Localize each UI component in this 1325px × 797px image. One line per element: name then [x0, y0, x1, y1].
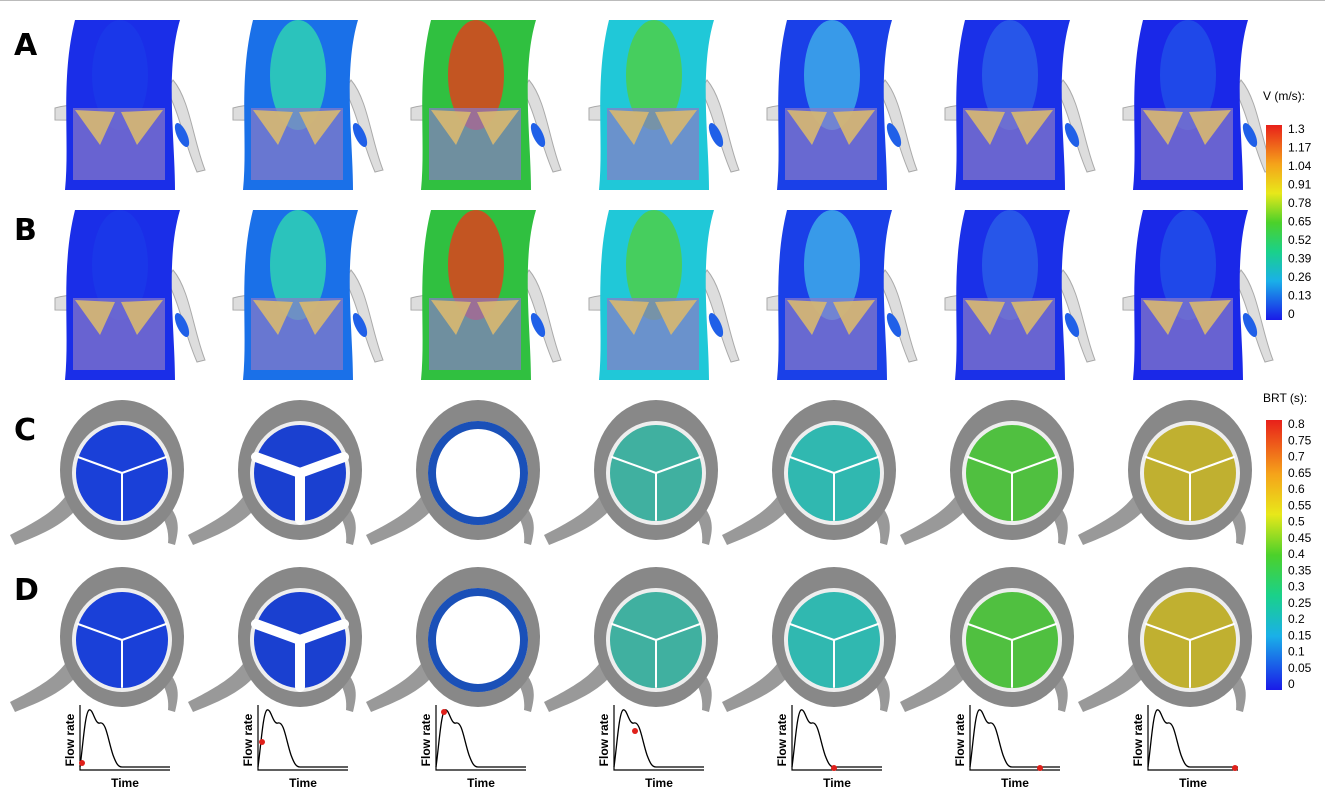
legend-tick: 0: [1288, 307, 1295, 321]
y-label: Flow rate: [775, 713, 789, 766]
legend-tick: 0.5: [1288, 515, 1305, 529]
legend-tick: 0.3: [1288, 580, 1305, 594]
legend-title: V (m/s):: [1263, 89, 1305, 103]
legend-tick: 0.1: [1288, 645, 1305, 659]
legend-tick: 0.2: [1288, 612, 1305, 626]
time-point: [1232, 765, 1238, 771]
y-label: Flow rate: [597, 713, 611, 766]
time-point: [1037, 765, 1043, 771]
x-label: Time: [111, 776, 139, 790]
legend-tick: 0.13: [1288, 289, 1312, 303]
x-label: Time: [289, 776, 317, 790]
time-point: [632, 728, 638, 734]
legend-tick: 0.15: [1288, 628, 1312, 642]
legend-tick: 0.39: [1288, 252, 1312, 266]
time-point: [831, 765, 837, 771]
y-label: Flow rate: [241, 713, 255, 766]
y-label: Flow rate: [63, 713, 77, 766]
legend-tick: 0.52: [1288, 233, 1312, 247]
x-label: Time: [823, 776, 851, 790]
legend-tick: 0.25: [1288, 596, 1312, 610]
time-point: [259, 739, 265, 745]
page: A B C D V (m/s): 1.3 1.17 1.04 0.91 0.78 0.65 0.52 0…: [0, 0, 1325, 797]
leaflets: [432, 592, 524, 688]
legend-tick: 0.78: [1288, 196, 1312, 210]
colorbar: [1266, 420, 1282, 690]
row-label: A: [14, 28, 38, 63]
legend-tick: 0: [1288, 677, 1295, 691]
legend-tick: 0.75: [1288, 433, 1312, 447]
row-label: B: [14, 213, 37, 248]
colorbar: [1266, 125, 1282, 320]
x-label: Time: [1001, 776, 1029, 790]
legend-tick: 1.3: [1288, 122, 1305, 136]
legend-tick: 0.6: [1288, 482, 1305, 496]
legend-tick: 0.65: [1288, 466, 1312, 480]
legend-tick: 0.35: [1288, 563, 1312, 577]
x-label: Time: [645, 776, 673, 790]
legend-tick: 0.65: [1288, 215, 1312, 229]
row-label: C: [14, 413, 36, 448]
y-label: Flow rate: [1131, 713, 1145, 766]
figure: A B C D V (m/s): 1.3 1.17 1.04 0.91 0.78 0.65 0.52 0…: [0, 0, 1325, 797]
legend-title: BRT (s):: [1263, 391, 1307, 405]
legend-tick: 1.17: [1288, 141, 1312, 155]
legend-tick: 0.7: [1288, 450, 1305, 464]
time-point: [441, 709, 447, 715]
legend-tick: 0.05: [1288, 661, 1312, 675]
legend-tick: 0.91: [1288, 178, 1312, 192]
legend-tick: 0.55: [1288, 498, 1312, 512]
leaflets: [432, 425, 524, 521]
x-label: Time: [1179, 776, 1207, 790]
x-label: Time: [467, 776, 495, 790]
legend-tick: 0.26: [1288, 270, 1312, 284]
row-label: D: [14, 573, 39, 608]
legend-tick: 0.4: [1288, 547, 1305, 561]
legend-tick: 0.45: [1288, 531, 1312, 545]
y-label: Flow rate: [419, 713, 433, 766]
legend-tick: 0.8: [1288, 417, 1305, 431]
legend-tick: 1.04: [1288, 159, 1312, 173]
time-point: [79, 760, 85, 766]
y-label: Flow rate: [953, 713, 967, 766]
